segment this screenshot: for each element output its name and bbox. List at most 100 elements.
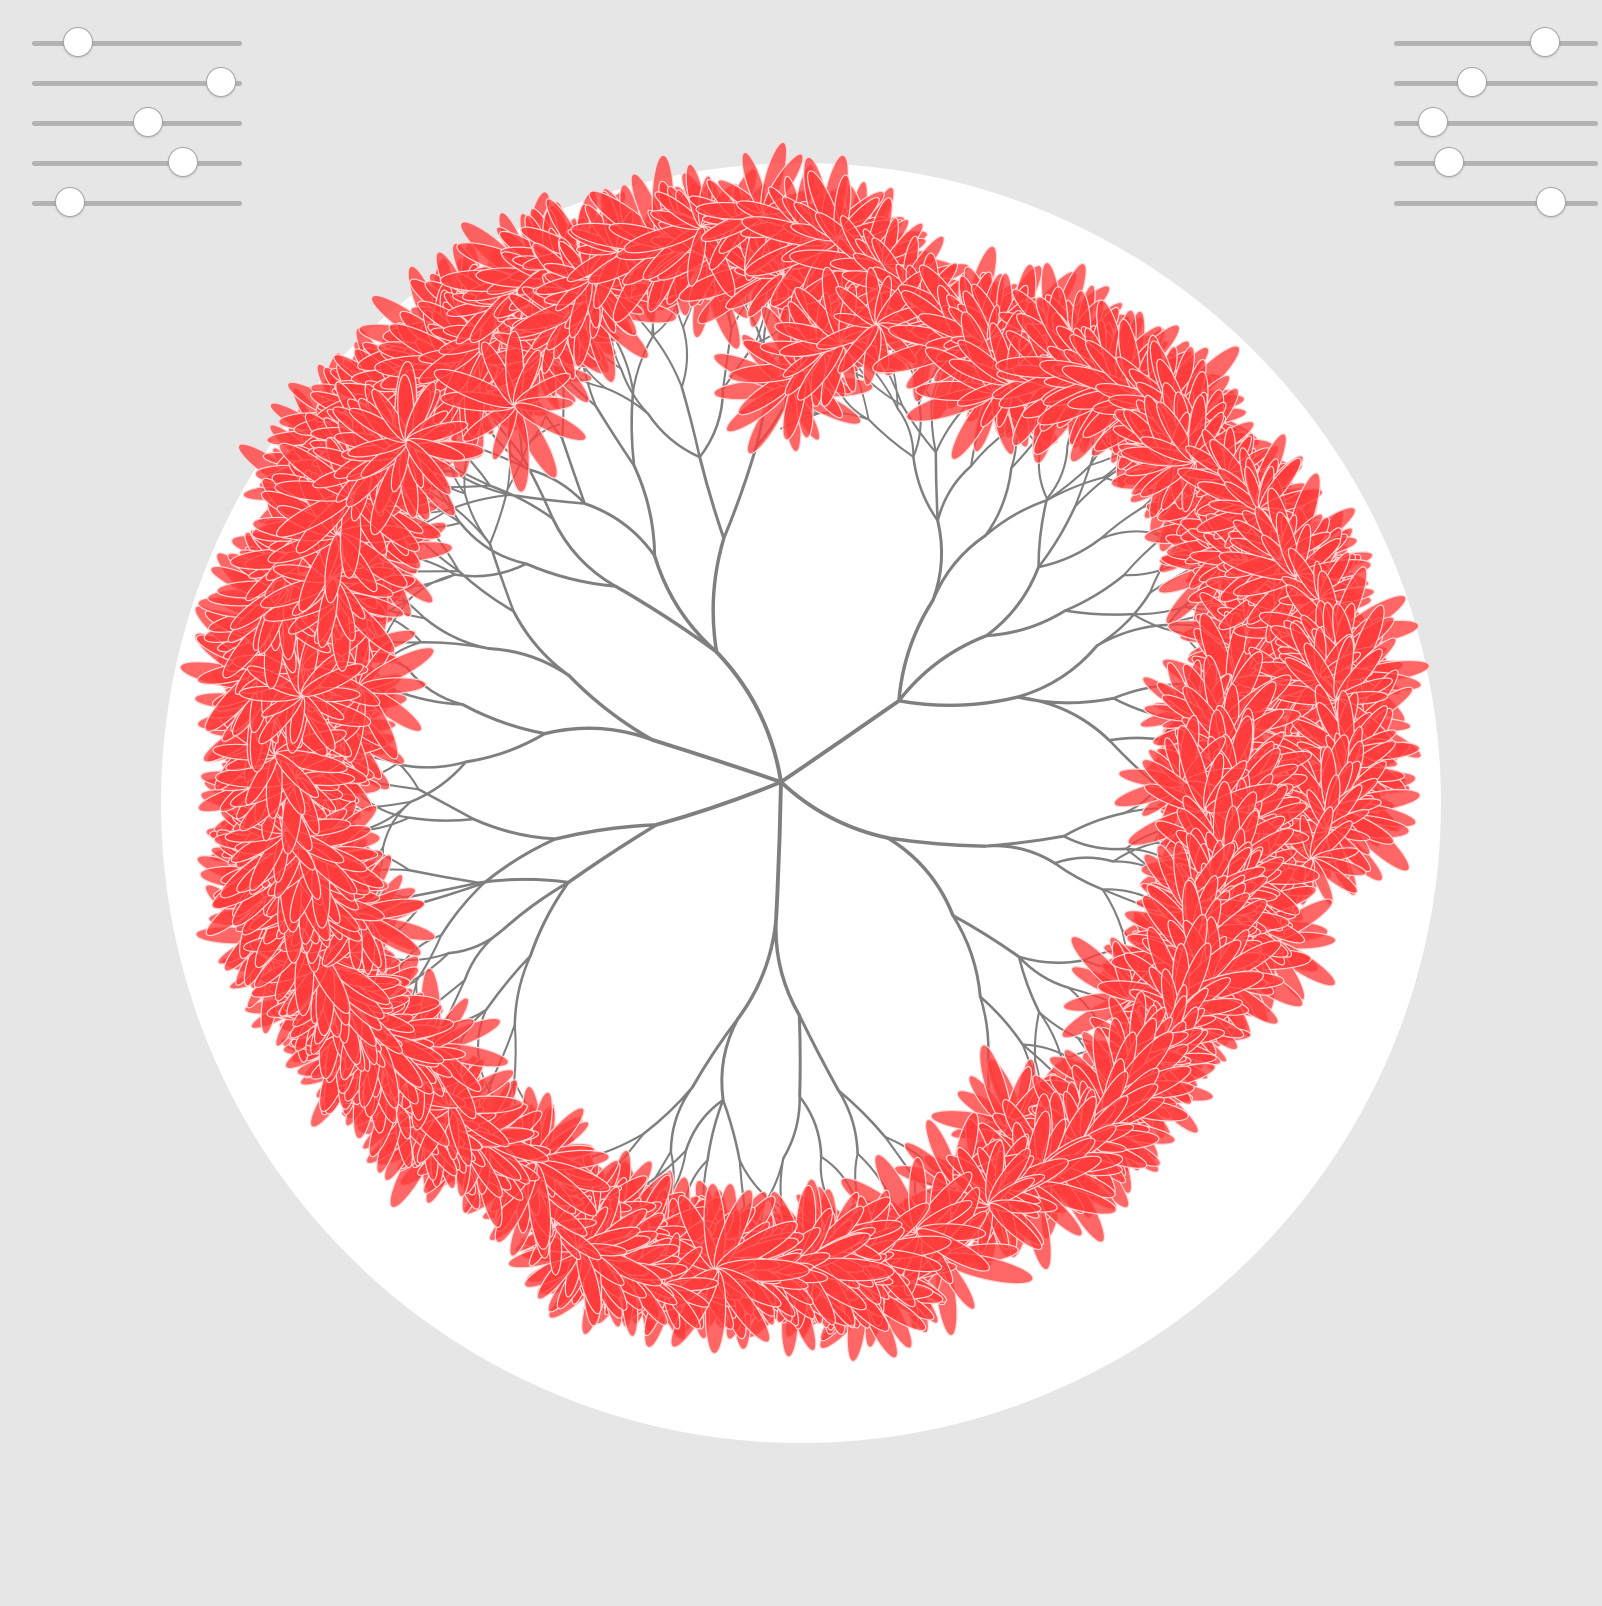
tree-branch — [714, 650, 783, 784]
tree-branch — [885, 836, 955, 918]
tree-branch — [654, 780, 783, 827]
tree-branch — [513, 954, 532, 1026]
tree-branch — [982, 844, 1057, 865]
tree-branch — [897, 633, 989, 703]
tree-branch — [897, 695, 1020, 708]
tree-branch — [720, 1017, 740, 1102]
tree-branch — [632, 333, 655, 393]
tree-branch — [650, 333, 683, 389]
tree-branch — [482, 837, 558, 885]
tree-branch — [1112, 842, 1156, 863]
tree-branch — [1037, 497, 1049, 569]
tree-branch — [513, 1023, 517, 1083]
tree-branch — [528, 880, 570, 958]
tree-branch — [551, 517, 617, 588]
tree-branch — [553, 823, 659, 841]
tree-branch — [690, 1017, 740, 1089]
tree-branch — [423, 617, 490, 650]
tree-branch — [512, 609, 571, 678]
tree-branch — [736, 915, 778, 1021]
tree-branch — [855, 373, 870, 421]
tree-branch — [415, 934, 443, 982]
tree-branch — [680, 385, 701, 459]
tree-branch — [797, 1013, 840, 1092]
tree-branch — [1063, 609, 1135, 616]
tree-branch — [680, 326, 689, 389]
tree-branch — [632, 464, 657, 558]
tree-branch — [1017, 955, 1086, 965]
tree-branch — [782, 1095, 801, 1160]
tree-branch — [407, 816, 475, 822]
tree-branch — [524, 562, 617, 588]
tree-branch — [797, 1013, 802, 1099]
tree-branch — [901, 404, 937, 454]
tree-branch — [502, 880, 570, 931]
tree-branch — [509, 493, 586, 505]
tree-branch — [985, 565, 1040, 638]
tree-branch — [1017, 955, 1041, 1014]
tree-branch — [754, 301, 768, 344]
tree-branch — [447, 927, 506, 955]
tree-branch — [984, 467, 1013, 537]
tree-branch — [837, 1089, 859, 1155]
tree-branch — [642, 1086, 694, 1135]
tree-branch — [1053, 856, 1115, 865]
tree-branch — [1037, 537, 1102, 569]
tree-branch — [867, 418, 915, 458]
tree-branch — [652, 554, 719, 654]
tree-branch — [461, 703, 547, 736]
tree-branch — [463, 492, 491, 545]
tree-branch — [885, 836, 986, 848]
tree-branch — [1063, 573, 1126, 612]
tree-branch — [594, 404, 636, 467]
tree-branch — [493, 1023, 516, 1077]
tree-branch — [484, 954, 532, 1012]
tree-branch — [721, 1098, 741, 1162]
tree-branch — [1045, 444, 1069, 500]
tree-branch — [417, 788, 475, 821]
tree-flowers — [179, 141, 1430, 1362]
tree-branch — [779, 780, 890, 840]
tree-branch — [1017, 955, 1071, 990]
tree-branch — [979, 995, 1024, 1046]
tree-branch — [405, 666, 464, 706]
tree-branch — [1073, 454, 1095, 508]
tree-branch — [896, 407, 915, 458]
tree-branch — [543, 726, 655, 742]
tree-branch — [875, 373, 899, 410]
tree-branch — [650, 738, 783, 784]
tree-branch — [408, 869, 480, 885]
tree-branch — [395, 760, 468, 769]
tree-branch — [936, 464, 973, 522]
tree-branch — [1045, 476, 1105, 502]
tree-branch — [897, 598, 935, 703]
tree-branch — [684, 1098, 725, 1152]
tree-branch — [1095, 623, 1170, 647]
tree-branch — [706, 1098, 725, 1162]
tree-branch — [798, 1095, 823, 1159]
tree-branch — [464, 732, 547, 764]
tree-branch — [698, 455, 726, 540]
tree-branch — [488, 484, 555, 520]
tree-branch — [421, 881, 486, 904]
tree-branch — [1016, 695, 1111, 742]
tree-branch — [647, 1149, 688, 1184]
tree-branch — [951, 913, 982, 999]
tree-branch — [488, 488, 509, 545]
tree-branch — [722, 444, 758, 540]
tree-branch — [711, 536, 726, 654]
tree-branch — [1016, 644, 1099, 699]
tree-branch — [525, 467, 586, 505]
tree-branch — [1037, 505, 1077, 569]
tree-branch — [951, 913, 1021, 959]
tree-branch — [1101, 888, 1124, 932]
tree-branch — [931, 533, 988, 602]
tree-branch — [1099, 507, 1143, 540]
tree-branch — [1062, 811, 1126, 838]
tree-branch — [583, 502, 657, 558]
tree-branch — [630, 390, 636, 467]
tree-branch — [1053, 861, 1104, 891]
